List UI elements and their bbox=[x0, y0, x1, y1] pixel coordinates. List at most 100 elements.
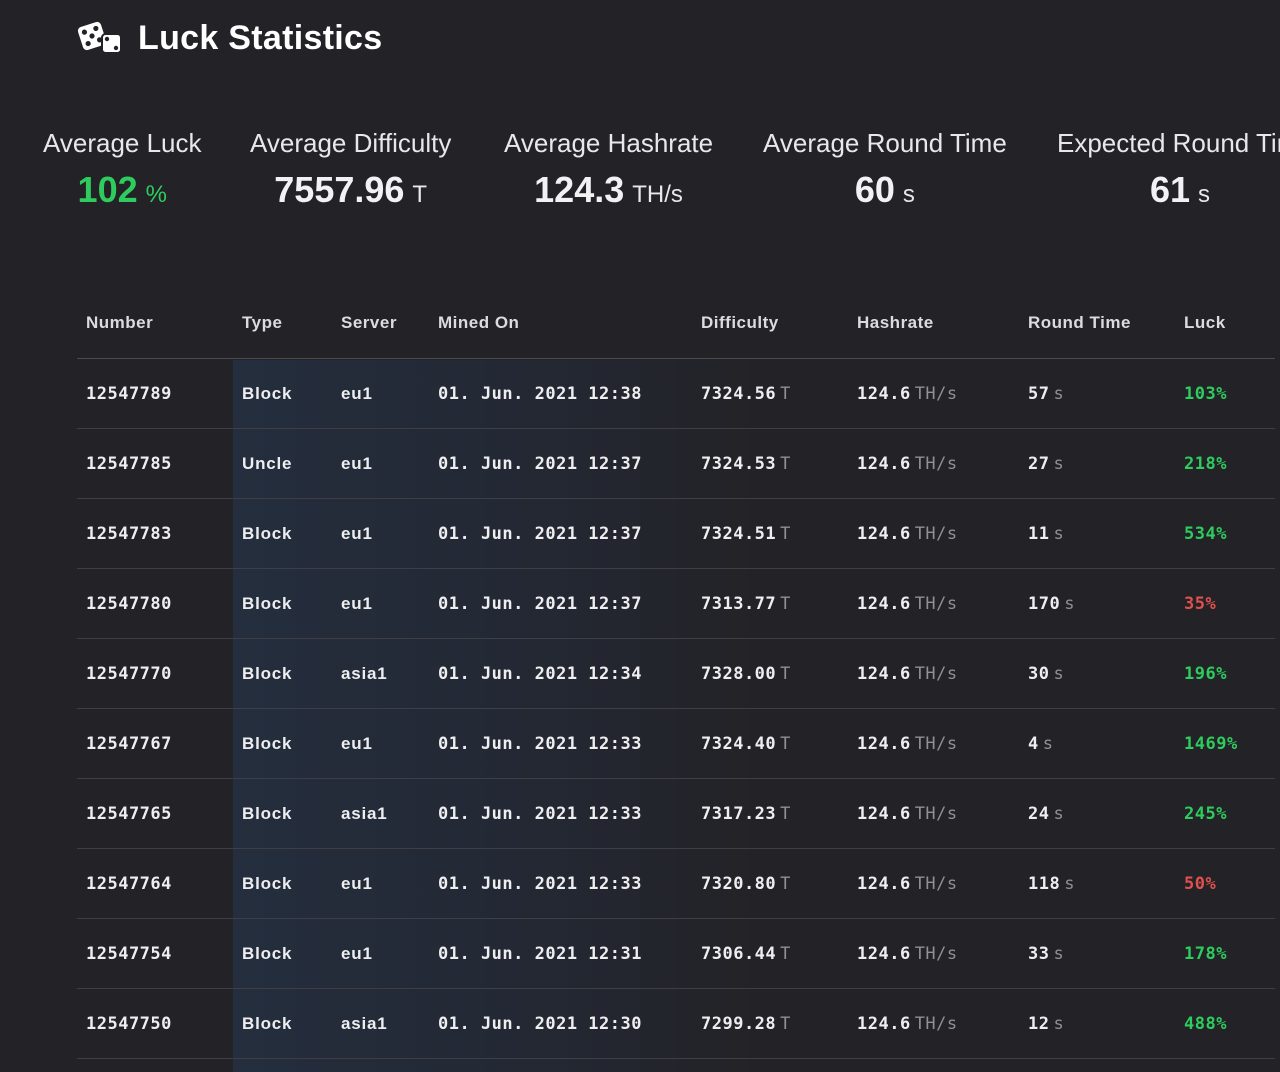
cell-mined-on: 01. Jun. 2021 12:30 bbox=[429, 988, 692, 1059]
table-row[interactable]: 12547780 Block eu1 01. Jun. 2021 12:37 7313.… bbox=[77, 568, 1275, 639]
stat-label: Average Hashrate bbox=[504, 128, 714, 158]
stat-value: 60 bbox=[854, 169, 895, 210]
round-time-unit: s bbox=[1053, 943, 1065, 964]
cell-server: eu1 bbox=[332, 918, 429, 989]
block-number[interactable]: 12547780 bbox=[86, 593, 172, 614]
round-time-unit: s bbox=[1053, 663, 1065, 684]
cell-mined-on: 01. Jun. 2021 12:33 bbox=[429, 778, 692, 849]
cell-server: asia1 bbox=[332, 638, 429, 709]
table-row[interactable]: 12547764 Block eu1 01. Jun. 2021 12:33 7320.… bbox=[77, 848, 1275, 919]
table-row[interactable]: 12547789 Block eu1 01. Jun. 2021 12:38 7324.… bbox=[77, 358, 1275, 429]
stat-label: Expected Round Time bbox=[1057, 128, 1280, 158]
block-number[interactable]: 12547764 bbox=[86, 873, 172, 894]
table-row[interactable]: 12547767 Block eu1 01. Jun. 2021 12:33 7324.… bbox=[77, 708, 1275, 779]
block-number[interactable]: 12547767 bbox=[86, 733, 172, 754]
cell-difficulty: 7324.53 T bbox=[692, 428, 848, 499]
dice-icon bbox=[77, 21, 122, 54]
table-row[interactable]: 12547750 Block asia1 01. Jun. 2021 12:30 729… bbox=[77, 988, 1275, 1059]
stat-average-luck: Average Luck 102% bbox=[43, 126, 202, 218]
column-header-hashrate[interactable]: Hashrate bbox=[848, 288, 1019, 359]
cell-round-time: 30 s bbox=[1019, 638, 1175, 709]
cell-difficulty: 7313.77 T bbox=[692, 568, 848, 639]
cell-server: asia1 bbox=[332, 988, 429, 1059]
cell-mined-on: 01. Jun. 2021 12:37 bbox=[429, 498, 692, 569]
column-header-mined-on[interactable]: Mined On bbox=[429, 288, 692, 359]
stat-label: Average Difficulty bbox=[250, 128, 452, 158]
block-number[interactable]: 12547789 bbox=[86, 383, 172, 404]
stat-average-hashrate: Average Hashrate 124.3 TH/s bbox=[504, 126, 713, 218]
block-number[interactable]: 12547765 bbox=[86, 803, 172, 824]
column-header-number[interactable]: Number bbox=[77, 288, 233, 359]
cell-server: eu1 bbox=[332, 428, 429, 499]
stat-unit: T bbox=[412, 181, 428, 208]
summary-stats: Average Luck 102% Average Difficulty 755… bbox=[0, 126, 1280, 226]
hashrate-value: 124.6 bbox=[857, 383, 911, 404]
cell-round-time: 118 s bbox=[1019, 848, 1175, 919]
block-number[interactable]: 12547754 bbox=[86, 943, 172, 964]
hashrate-value: 124.6 bbox=[857, 663, 911, 684]
table-row[interactable]: 12547785 Uncle eu1 01. Jun. 2021 12:37 7324.… bbox=[77, 428, 1275, 499]
block-number[interactable]: 12547783 bbox=[86, 523, 172, 544]
hashrate-unit: TH/s bbox=[914, 1013, 958, 1034]
blocks-table: Number Type Server Mined On Difficulty H… bbox=[77, 288, 1275, 1059]
cell-luck: 50% bbox=[1175, 848, 1275, 919]
cell-number: 12547764 bbox=[77, 848, 233, 919]
cell-difficulty: 7324.40 T bbox=[692, 708, 848, 779]
hashrate-unit: TH/s bbox=[914, 663, 958, 684]
column-header-round-time[interactable]: Round Time bbox=[1019, 288, 1175, 359]
column-header-type[interactable]: Type bbox=[233, 288, 332, 359]
hashrate-unit: TH/s bbox=[914, 803, 958, 824]
hashrate-unit: TH/s bbox=[914, 383, 958, 404]
stat-value: 102 bbox=[77, 169, 138, 210]
hashrate-unit: TH/s bbox=[914, 593, 958, 614]
cell-type: Block bbox=[233, 568, 332, 639]
difficulty-unit: T bbox=[780, 383, 791, 404]
cell-number: 12547780 bbox=[77, 568, 233, 639]
cell-mined-on: 01. Jun. 2021 12:31 bbox=[429, 918, 692, 989]
cell-difficulty: 7320.80 T bbox=[692, 848, 848, 919]
stat-unit: s bbox=[902, 181, 915, 208]
table-row[interactable]: 12547754 Block eu1 01. Jun. 2021 12:31 7306.… bbox=[77, 918, 1275, 989]
cell-type: Block bbox=[233, 918, 332, 989]
round-time-unit: s bbox=[1053, 1013, 1065, 1034]
block-number[interactable]: 12547770 bbox=[86, 663, 172, 684]
cell-luck: 488% bbox=[1175, 988, 1275, 1059]
block-number[interactable]: 12547750 bbox=[86, 1013, 172, 1034]
difficulty-value: 7324.56 bbox=[701, 383, 777, 404]
block-number[interactable]: 12547785 bbox=[86, 453, 172, 474]
round-time-value: 57 bbox=[1028, 383, 1050, 404]
stat-unit: s bbox=[1198, 181, 1211, 208]
column-header-difficulty[interactable]: Difficulty bbox=[692, 288, 848, 359]
cell-type: Block bbox=[233, 358, 332, 429]
cell-luck: 218% bbox=[1175, 428, 1275, 499]
cell-number: 12547767 bbox=[77, 708, 233, 779]
cell-difficulty: 7317.23 T bbox=[692, 778, 848, 849]
difficulty-value: 7299.28 bbox=[701, 1013, 777, 1034]
cell-hashrate: 124.6 TH/s bbox=[848, 778, 1019, 849]
cell-round-time: 57 s bbox=[1019, 358, 1175, 429]
difficulty-unit: T bbox=[780, 943, 791, 964]
stat-label: Average Luck bbox=[43, 128, 202, 158]
table-row[interactable]: 12547783 Block eu1 01. Jun. 2021 12:37 7324.… bbox=[77, 498, 1275, 569]
cell-type: Block bbox=[233, 638, 332, 709]
cell-difficulty: 7324.51 T bbox=[692, 498, 848, 569]
table-row[interactable]: 12547765 Block asia1 01. Jun. 2021 12:33 731… bbox=[77, 778, 1275, 849]
column-header-server[interactable]: Server bbox=[332, 288, 429, 359]
cell-hashrate: 124.6 TH/s bbox=[848, 428, 1019, 499]
cell-luck: 534% bbox=[1175, 498, 1275, 569]
stat-value: 7557.96 bbox=[274, 169, 405, 210]
cell-hashrate: 124.6 TH/s bbox=[848, 848, 1019, 919]
cell-mined-on: 01. Jun. 2021 12:37 bbox=[429, 428, 692, 499]
cell-difficulty: 7299.28 T bbox=[692, 988, 848, 1059]
stat-average-difficulty: Average Difficulty 7557.96 T bbox=[250, 126, 451, 218]
stat-value: 124.3 bbox=[534, 169, 625, 210]
stat-average-round-time: Average Round Time 60 s bbox=[763, 126, 1007, 218]
difficulty-unit: T bbox=[780, 593, 791, 614]
cell-luck: 245% bbox=[1175, 778, 1275, 849]
cell-round-time: 27 s bbox=[1019, 428, 1175, 499]
table-row[interactable]: 12547770 Block asia1 01. Jun. 2021 12:34 732… bbox=[77, 638, 1275, 709]
round-time-unit: s bbox=[1053, 453, 1065, 474]
column-header-luck[interactable]: Luck bbox=[1175, 288, 1275, 359]
difficulty-value: 7320.80 bbox=[701, 873, 777, 894]
